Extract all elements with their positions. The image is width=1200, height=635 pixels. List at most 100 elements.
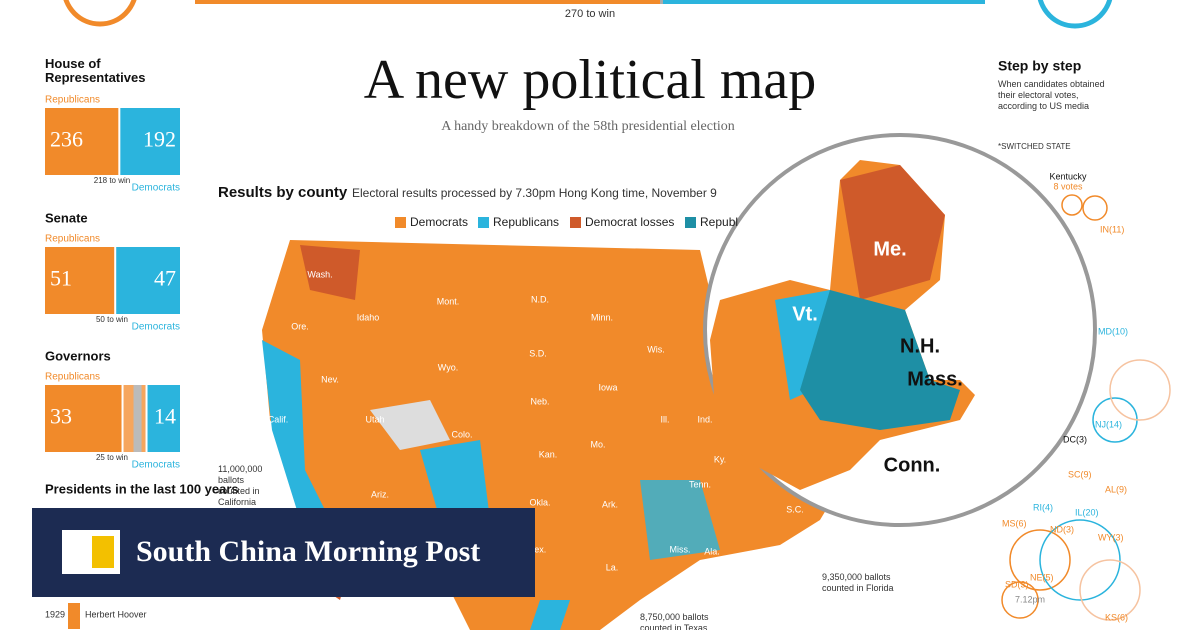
state-label: Wyo. bbox=[438, 362, 458, 372]
avatar-left bbox=[63, 0, 137, 27]
state-label: Ariz. bbox=[371, 489, 389, 499]
state-labels: Wash. Ore. Calif. Idaho Nev. Utah Mont. Wyo. Col… bbox=[268, 269, 804, 572]
step-label: KS(6) bbox=[1105, 612, 1128, 622]
step-label: RI(4) bbox=[1033, 502, 1053, 512]
legend-label: Democrat losses bbox=[585, 215, 674, 229]
step-label: MS(6) bbox=[1002, 518, 1027, 528]
legend-label: Democrats bbox=[410, 215, 468, 229]
rep-bar bbox=[45, 385, 122, 452]
rep-bar bbox=[45, 247, 115, 314]
legend-swatch bbox=[395, 217, 406, 228]
zoom-map bbox=[710, 160, 975, 490]
annotation: 9,350,000 ballots counted in Florida bbox=[822, 572, 894, 593]
to-win: 25 to win bbox=[96, 453, 128, 462]
ev-bar-rep bbox=[663, 0, 985, 4]
state-label: La. bbox=[606, 562, 619, 572]
ev-bar-dem bbox=[195, 0, 660, 4]
logo-icon-accent bbox=[92, 536, 114, 568]
panel-title: Senate bbox=[45, 210, 88, 225]
rep-bar bbox=[45, 108, 119, 175]
legend-swatch bbox=[478, 217, 489, 228]
state-label: Utah bbox=[365, 414, 384, 424]
map-note: Electoral results processed by 7.30pm Ho… bbox=[352, 186, 717, 200]
rep-label: Republicans bbox=[45, 95, 100, 106]
zoom-label: Mass. bbox=[907, 368, 963, 390]
switched-note: *SWITCHED STATE bbox=[998, 142, 1071, 151]
state-label: Mont. bbox=[437, 296, 460, 306]
step-circle bbox=[1082, 195, 1108, 221]
rep-label: Republicans bbox=[45, 372, 100, 383]
state-label: S.C. bbox=[786, 504, 804, 514]
state-label: Tenn. bbox=[689, 479, 711, 489]
rep-value: 236 bbox=[50, 127, 83, 152]
legend-label: Republ bbox=[700, 215, 738, 229]
step-circle bbox=[1009, 529, 1071, 591]
subtitle: A handy breakdown of the 58th presidenti… bbox=[441, 119, 735, 134]
region bbox=[640, 480, 720, 560]
legend-swatch bbox=[685, 217, 696, 228]
state-label: N.D. bbox=[531, 294, 549, 304]
step-circle bbox=[1001, 581, 1039, 619]
dem-label: Democrats bbox=[132, 460, 180, 471]
avatar-right bbox=[1037, 0, 1113, 29]
state-label: Kan. bbox=[539, 449, 558, 459]
ev-bar-mid bbox=[660, 0, 663, 4]
dem-value: 14 bbox=[154, 404, 176, 429]
state-label: Iowa bbox=[598, 382, 617, 392]
first-votes: 8 votes bbox=[1053, 181, 1083, 191]
legend-swatch bbox=[570, 217, 581, 228]
region bbox=[530, 600, 570, 630]
state-label: Minn. bbox=[591, 312, 613, 322]
legend-label: Republicans bbox=[493, 215, 559, 229]
step-label: DC(3) bbox=[1063, 434, 1087, 444]
step-circle bbox=[1039, 519, 1121, 601]
zoom-region bbox=[800, 290, 960, 430]
step-circle bbox=[1061, 194, 1083, 216]
logo-text: South China Morning Post bbox=[136, 535, 480, 568]
zoom-region bbox=[840, 165, 945, 300]
state-label: Miss. bbox=[670, 544, 691, 554]
state-label: Colo. bbox=[451, 429, 472, 439]
panel-title: House of Representatives bbox=[45, 56, 145, 85]
state-label: Wis. bbox=[647, 344, 665, 354]
step-label: NJ(14) bbox=[1095, 419, 1122, 429]
step-label: ND(3) bbox=[1050, 524, 1074, 534]
region bbox=[300, 245, 360, 300]
rep-value: 33 bbox=[50, 404, 72, 429]
zoom-labels: Me. Vt. N.H. Mass. Conn. bbox=[792, 238, 963, 476]
state-label: Idaho bbox=[357, 312, 380, 322]
threshold: 270 to win bbox=[565, 8, 615, 20]
steps-title: Step by step bbox=[998, 58, 1081, 74]
region bbox=[420, 440, 490, 520]
state-label: Ore. bbox=[291, 321, 309, 331]
state-label: Tex. bbox=[530, 544, 547, 554]
steps-subtitle: When candidates obtained their electoral … bbox=[998, 79, 1105, 111]
first-state: Kentucky bbox=[1049, 171, 1087, 181]
state-label: Mo. bbox=[590, 439, 605, 449]
map-heading: Results by county bbox=[218, 184, 348, 201]
dem-value: 47 bbox=[154, 266, 176, 291]
zoom-label: N.H. bbox=[900, 335, 940, 357]
state-label: Okla. bbox=[529, 497, 550, 507]
steps: Step by step When candidates obtained thei… bbox=[998, 58, 1171, 622]
step-label: AL(9) bbox=[1105, 484, 1127, 494]
president-year: 1929 bbox=[45, 609, 65, 619]
dem-label: Democrats bbox=[132, 322, 180, 333]
step-label: 7.12pm bbox=[1015, 594, 1045, 604]
state-label: S.D. bbox=[529, 348, 547, 358]
annotation: 8,750,000 ballots counted in Texas bbox=[640, 612, 709, 630]
step-label: SD(3) bbox=[1005, 579, 1029, 589]
state-label: Calif. bbox=[268, 414, 289, 424]
rep-value: 51 bbox=[50, 266, 72, 291]
step-label: NE(5) bbox=[1030, 572, 1054, 582]
rep-label: Republicans bbox=[45, 234, 100, 245]
panel-title: Governors bbox=[45, 348, 111, 363]
state-label: Nev. bbox=[321, 374, 339, 384]
state-label: Neb. bbox=[530, 396, 549, 406]
title: A new political map bbox=[364, 49, 817, 111]
step-label: SC(9) bbox=[1068, 469, 1092, 479]
region bbox=[370, 400, 450, 450]
region bbox=[262, 340, 330, 520]
dem-bar bbox=[120, 108, 180, 175]
